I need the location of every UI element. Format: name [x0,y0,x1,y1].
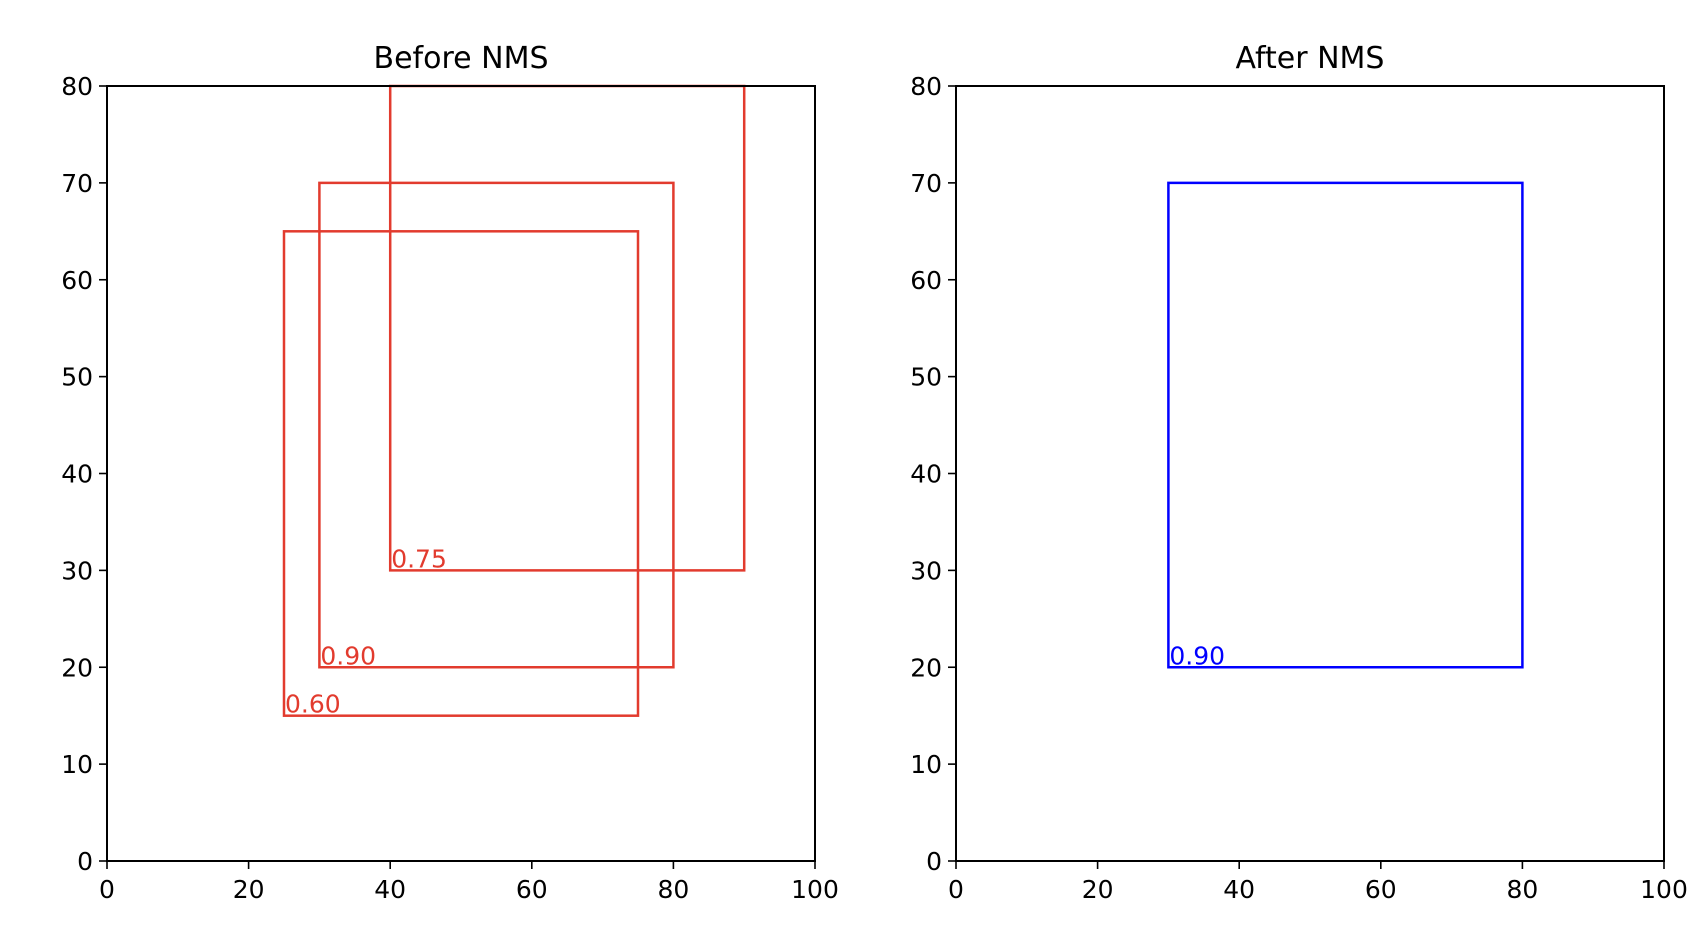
y-tick-label: 50 [61,363,93,392]
y-tick-label: 30 [910,556,942,585]
boxes-layer: 0.90 [1167,181,1524,670]
y-tick-label: 10 [910,750,942,779]
plot-frame [106,85,816,862]
y-tick-label: 70 [61,169,93,198]
x-tick-label: 60 [516,875,548,904]
panel-title: After NMS [1236,41,1385,76]
y-tick-label: 20 [61,653,93,682]
y-tick-label: 20 [910,653,942,682]
panel-title: Before NMS [374,41,549,76]
x-axis-ticks: 0 20 40 60 80 100 [948,861,1688,904]
y-axis-ticks: 0 10 20 30 40 50 60 70 80 [61,72,107,876]
x-tick-label: 0 [99,875,115,904]
bounding-box [282,230,640,717]
plot-frame [955,85,1665,862]
boxes-layer: 0.75 0.90 0.60 [282,84,746,719]
y-tick-label: 30 [61,556,93,585]
x-tick-label: 0 [948,875,964,904]
box-score-label: 0.60 [285,690,341,719]
box-score-label: 0.90 [1169,641,1225,670]
y-axis-ticks: 0 10 20 30 40 50 60 70 80 [910,72,956,876]
x-tick-label: 80 [657,875,689,904]
y-tick-label: 60 [61,266,93,295]
x-tick-label: 60 [1365,875,1397,904]
panel-after-nms: After NMS 0.90 0 20 40 60 80 100 0 10 20 30 40 50 6… [910,41,1688,904]
y-tick-label: 0 [77,847,93,876]
box-score-label: 0.90 [320,641,376,670]
x-tick-label: 100 [791,875,839,904]
x-tick-label: 40 [1223,875,1255,904]
y-tick-label: 40 [61,460,93,489]
x-tick-label: 20 [1082,875,1114,904]
bounding-box [318,181,675,669]
bounding-box [388,84,746,572]
panel-before-nms: Before NMS 0.75 0.90 0.60 0 20 40 60 80 100 0 10… [61,41,839,904]
y-tick-label: 40 [910,460,942,489]
x-tick-label: 100 [1640,875,1688,904]
y-tick-label: 70 [910,169,942,198]
x-tick-label: 20 [233,875,265,904]
y-tick-label: 50 [910,363,942,392]
y-tick-label: 80 [910,72,942,101]
bounding-box [1167,181,1524,669]
x-tick-label: 40 [374,875,406,904]
box-score-label: 0.75 [391,544,447,573]
y-tick-label: 10 [61,750,93,779]
y-tick-label: 80 [61,72,93,101]
x-tick-label: 80 [1506,875,1538,904]
x-axis-ticks: 0 20 40 60 80 100 [99,861,839,904]
y-tick-label: 60 [910,266,942,295]
y-tick-label: 0 [926,847,942,876]
